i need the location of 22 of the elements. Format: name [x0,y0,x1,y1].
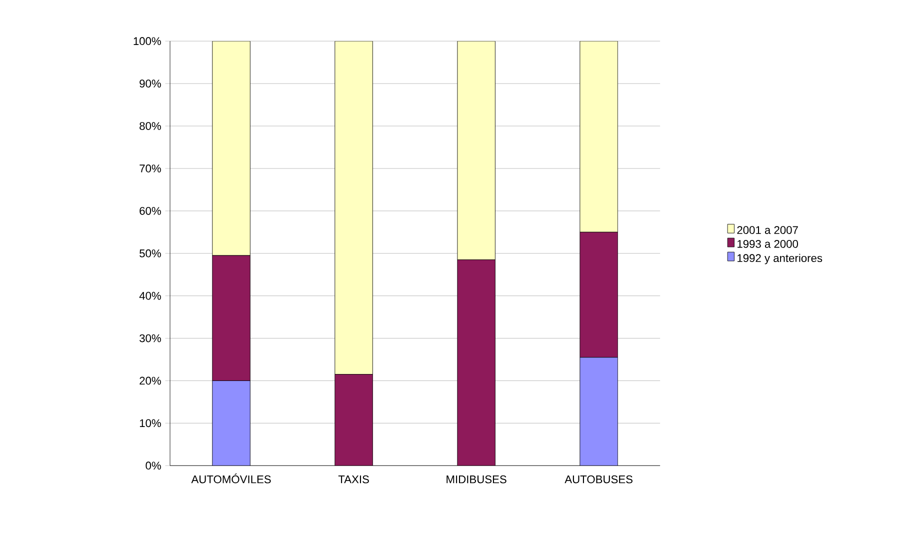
y-tick-label: 50% [140,249,161,258]
x-tick-label: MIDIBUSES [446,475,506,484]
y-tick-label: 60% [140,207,161,215]
y-tick-label: 10% [140,419,161,428]
x-tick-label: TAXIS [338,475,369,484]
bar [334,374,373,466]
y-tick-label: 70% [140,164,161,172]
legend-label: 1992 y anteriores [738,254,822,264]
y-tick-label: 20% [140,376,161,385]
y-tick-label: 40% [139,292,161,300]
y-tick-label: 0% [146,462,161,470]
y-tick-label: 90% [140,80,161,88]
y-tick-label: 80% [140,122,161,130]
bar [580,232,618,358]
x-tick-label: AUTOMÓVILES [191,474,271,484]
bar [457,260,496,466]
bar [212,255,250,381]
y-tick-label: 30% [140,334,161,342]
legend-label: 1993 a 2000 [738,240,798,248]
y-tick-label: 100% [134,37,161,46]
x-tick-label: AUTOBUSES [564,475,632,484]
legend-label: 2001 a 2007 [737,226,798,234]
